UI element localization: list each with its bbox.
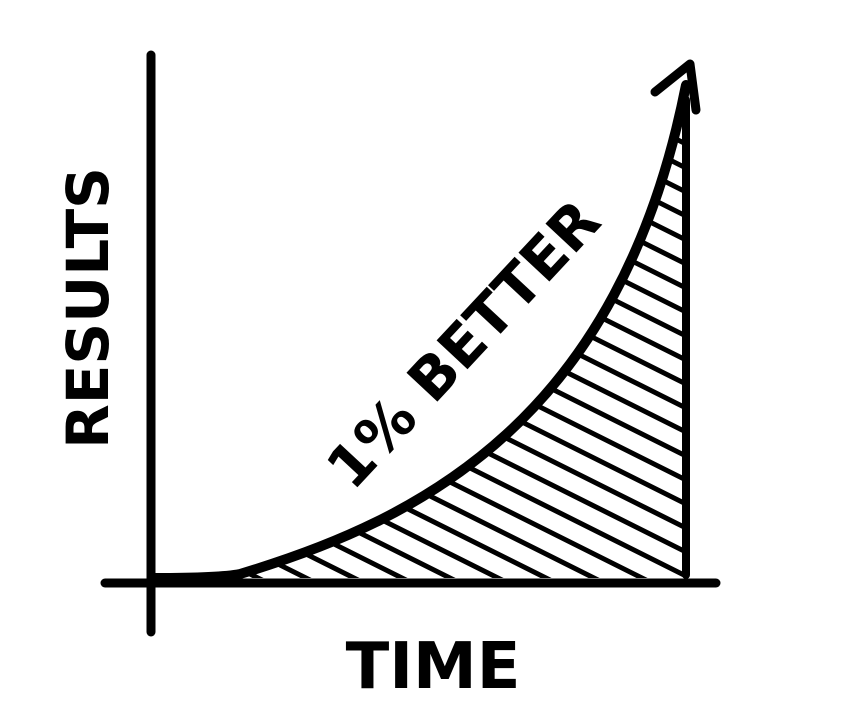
hatch-line <box>235 95 686 256</box>
hatch-line <box>150 0 760 37</box>
y-axis-label: RESULTS <box>54 167 122 449</box>
hatch-line <box>150 0 760 61</box>
hatch-line <box>235 95 686 280</box>
arrow-head-icon <box>650 59 701 115</box>
hatch-line <box>235 95 686 136</box>
hatch-line <box>150 0 760 13</box>
hatch-line <box>235 95 686 232</box>
curve-label: 1% BETTER <box>313 187 613 502</box>
hatch-line <box>235 95 686 112</box>
growth-curve <box>150 80 691 583</box>
hatch-line <box>150 0 760 85</box>
x-axis-label: TIME <box>346 630 521 704</box>
